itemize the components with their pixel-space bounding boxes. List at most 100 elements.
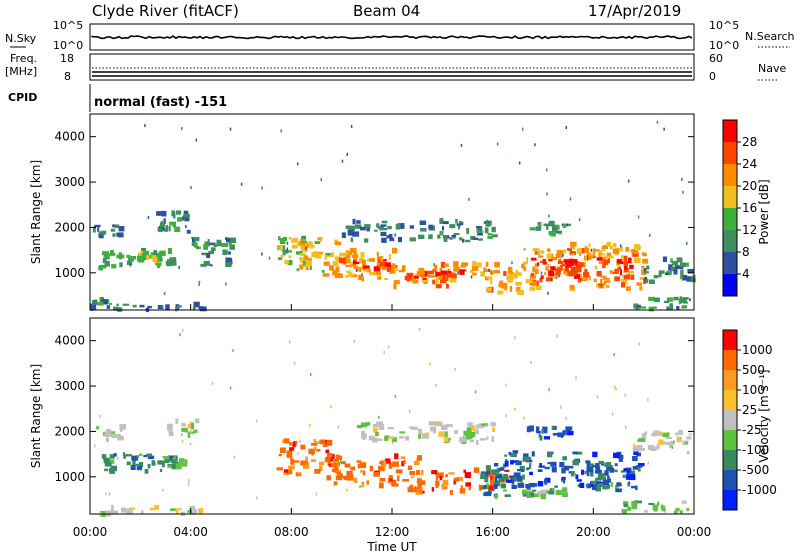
velocity-cell	[679, 510, 683, 514]
power-cell	[516, 286, 521, 293]
power-cell	[352, 260, 357, 265]
power-cell	[672, 260, 678, 266]
velocity-cell	[407, 487, 413, 493]
velocity-cell	[466, 427, 472, 433]
power-cell	[279, 238, 286, 244]
power-speckle	[268, 256, 271, 260]
power-cell	[600, 275, 607, 278]
power-cell	[447, 271, 452, 273]
velocity-cell	[494, 480, 501, 487]
time-xlabel: Time UT	[366, 540, 417, 554]
velocity-cell	[184, 459, 188, 465]
power-cell	[373, 266, 381, 272]
velocity-cell	[171, 463, 178, 470]
power-cell	[679, 298, 687, 303]
power-cell	[352, 231, 360, 237]
velocity-cell	[377, 438, 383, 441]
velocity-cell	[522, 456, 530, 462]
power-cell	[673, 296, 679, 301]
velocity-cell	[335, 455, 343, 460]
power-cell	[667, 271, 672, 276]
power-speckle	[346, 152, 348, 156]
velocity-cell	[627, 483, 631, 487]
power-cell	[634, 257, 641, 264]
power-cell	[579, 253, 582, 256]
power-cell	[228, 242, 232, 246]
power-speckle	[551, 278, 553, 281]
velocity-cell	[311, 442, 318, 446]
velocity-cell	[469, 431, 476, 438]
velocity-cell	[108, 431, 115, 435]
power-cell	[222, 249, 228, 255]
velocity-cell	[125, 454, 132, 457]
velocity-cell	[510, 453, 517, 458]
velocity-cell	[543, 436, 550, 440]
velocity-cell	[441, 424, 448, 431]
power-cell	[596, 257, 603, 261]
power-cell	[329, 265, 335, 271]
power-cell	[380, 265, 385, 269]
power-cell	[191, 236, 194, 239]
power-cell	[387, 226, 392, 230]
velocity-cell	[636, 500, 643, 504]
power-cell	[515, 281, 522, 286]
power-cell	[606, 252, 612, 256]
velocity-cell	[492, 427, 496, 432]
power-cell	[193, 242, 198, 248]
power-cell	[454, 233, 460, 236]
power-cell	[97, 227, 100, 232]
power-speckle	[198, 281, 201, 284]
power-cell	[398, 223, 405, 229]
freq-tick-top: 18	[60, 52, 74, 65]
power-cell	[561, 263, 567, 267]
power-cell	[529, 227, 536, 231]
power-cell	[554, 268, 562, 272]
velocity-cell	[503, 489, 507, 492]
nsky-panel	[89, 23, 695, 51]
power-cell	[477, 233, 483, 236]
velocity-cell	[326, 440, 333, 445]
power-speckle	[627, 179, 630, 183]
power-cell	[534, 268, 538, 275]
power-cell	[350, 262, 354, 266]
velocity-cell	[314, 468, 321, 474]
velocity-cell	[154, 504, 160, 510]
velocity-cell	[569, 465, 574, 469]
velocity-cell	[474, 429, 480, 434]
power-speckle	[637, 215, 640, 219]
power-cell	[452, 273, 457, 279]
power-cell	[345, 264, 350, 268]
power-cell	[283, 237, 288, 241]
power-cell	[625, 247, 630, 252]
nave-tick-bottom: 0	[709, 70, 716, 83]
power-cell	[201, 252, 208, 256]
power-cell	[428, 270, 434, 275]
velocity-speckle	[596, 395, 599, 399]
power-cell	[568, 223, 571, 227]
power-cell	[612, 271, 619, 274]
velocity-cell	[150, 507, 156, 511]
power-cell	[531, 272, 534, 277]
velocity-cell	[466, 434, 473, 439]
velocity-cell	[385, 458, 391, 461]
velocity-cell	[544, 466, 550, 470]
power-cell	[349, 247, 357, 253]
power-cell	[494, 261, 500, 268]
power-cell	[126, 254, 131, 258]
power-cell	[598, 250, 603, 253]
power-cell	[485, 261, 489, 267]
power-cell	[461, 238, 465, 243]
velocity-cell	[535, 426, 540, 433]
velocity-speckle	[330, 405, 332, 408]
power-cell	[658, 270, 665, 274]
power-cell	[562, 223, 567, 228]
power-cell	[582, 277, 585, 281]
velocity-cell	[287, 469, 293, 475]
power-cell	[165, 261, 172, 264]
freq-tick-bottom: 8	[64, 70, 71, 83]
power-cell	[150, 252, 157, 258]
power-cell	[196, 245, 200, 250]
power-cell	[553, 273, 556, 279]
velocity-cell	[388, 475, 393, 479]
